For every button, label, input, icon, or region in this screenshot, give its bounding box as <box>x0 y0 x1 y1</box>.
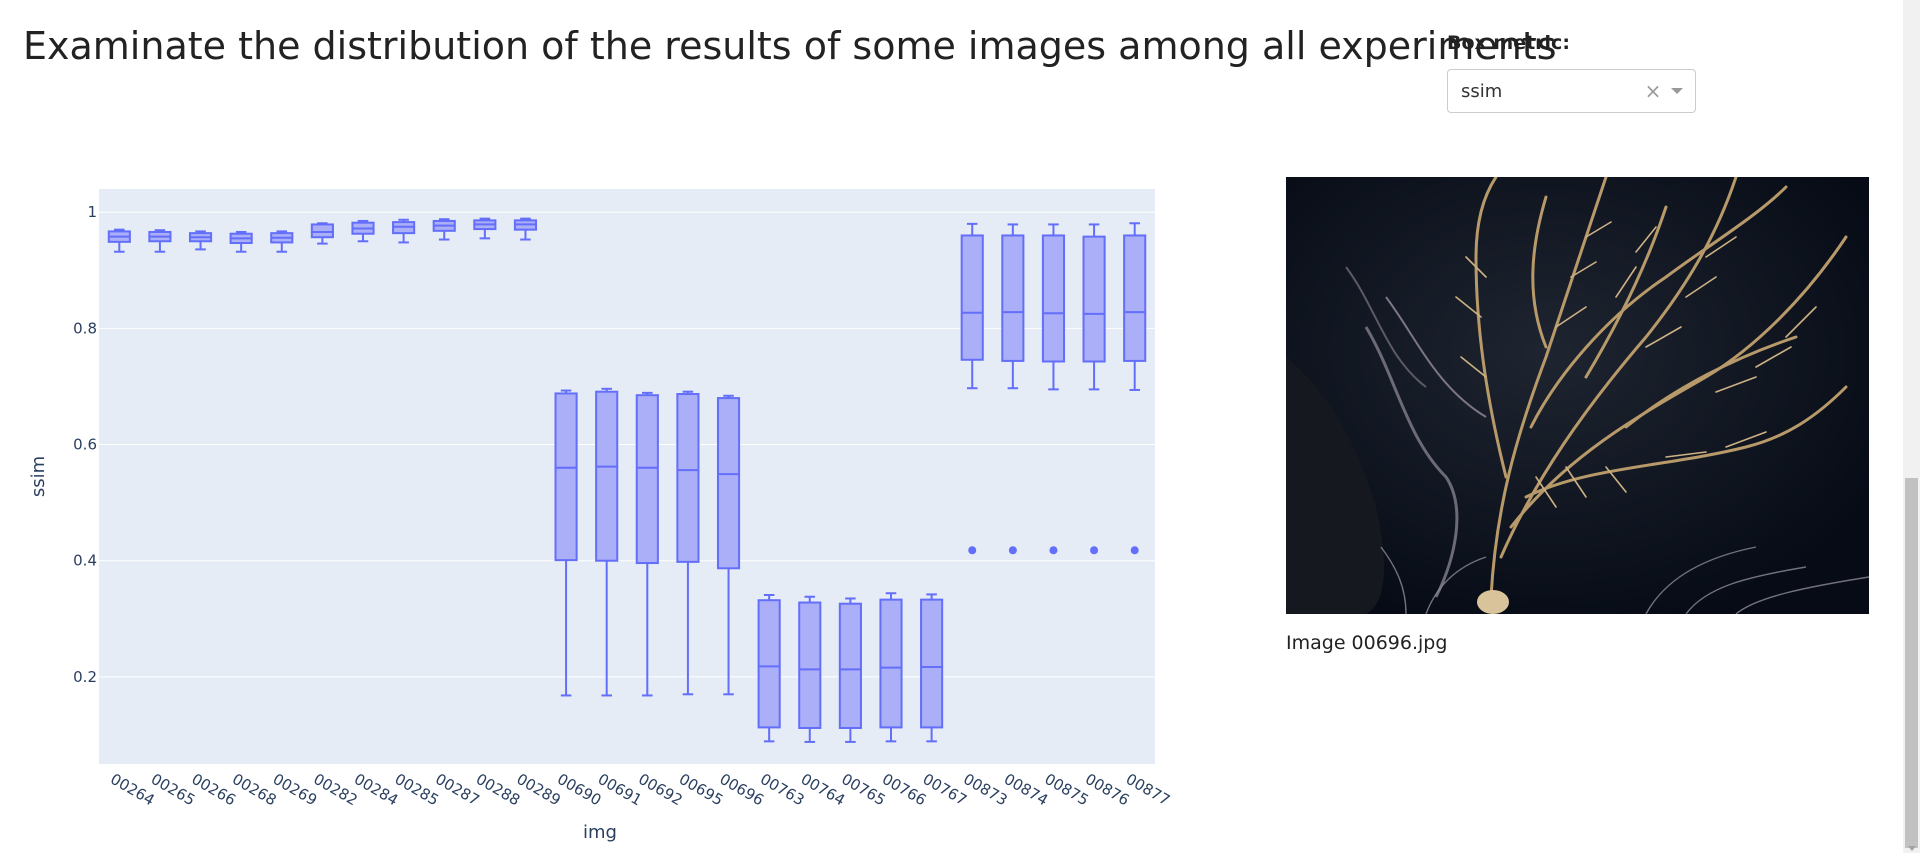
box-outlier-point[interactable] <box>1008 546 1017 555</box>
x-tick-label: 00873 <box>960 770 1010 809</box>
x-tick-label: 00690 <box>554 770 604 809</box>
x-tick-label: 00287 <box>432 770 482 809</box>
page-scrollbar[interactable] <box>1903 0 1920 853</box>
box-outlier-point[interactable] <box>1049 546 1058 555</box>
box-plot-chart[interactable]: 0.20.40.60.81002640026500266002680026900… <box>0 170 1200 853</box>
box-00690[interactable] <box>554 392 578 562</box>
x-tick-label: 00691 <box>595 770 645 809</box>
box-metric-dropdown[interactable]: ssim × <box>1447 69 1696 113</box>
box-00695[interactable] <box>676 393 700 563</box>
y-tick-label: 0.6 <box>73 436 97 454</box>
box-00874[interactable] <box>1001 234 1025 362</box>
x-tick-label: 00284 <box>351 770 401 809</box>
x-tick-label: 00268 <box>229 770 279 809</box>
x-tick-label: 00765 <box>838 770 888 809</box>
x-tick-label: 00264 <box>107 770 157 809</box>
box-00696[interactable] <box>716 397 741 570</box>
x-tick-label: 00767 <box>920 770 970 809</box>
box-metric-label: Box metric: <box>1447 32 1570 54</box>
x-tick-label: 00266 <box>189 770 239 809</box>
image-caption: Image 00696.jpg <box>1286 632 1448 654</box>
box-00691[interactable] <box>595 390 619 562</box>
x-tick-label: 00265 <box>148 770 198 809</box>
x-tick-label: 00874 <box>1001 770 1051 809</box>
box-00763[interactable] <box>757 599 781 729</box>
box-00767[interactable] <box>920 598 944 729</box>
box-outlier-point[interactable] <box>1090 546 1099 555</box>
chevron-down-icon[interactable] <box>1671 88 1683 94</box>
y-tick-label: 0.2 <box>73 668 97 686</box>
box-outlier-point[interactable] <box>1130 546 1139 555</box>
page-title: Examinate the distribution of the result… <box>23 24 1557 68</box>
plot-area <box>99 189 1155 764</box>
x-tick-label: 00763 <box>757 770 807 809</box>
clear-icon[interactable]: × <box>1644 79 1662 103</box>
box-00877[interactable] <box>1123 234 1147 362</box>
box-00766[interactable] <box>879 598 903 729</box>
x-tick-label: 00695 <box>676 770 726 809</box>
x-tick-label: 00877 <box>1123 770 1173 809</box>
box-00764[interactable] <box>798 601 822 729</box>
box-00876[interactable] <box>1082 235 1106 363</box>
x-tick-label: 00282 <box>310 770 360 809</box>
x-tick-label: 00875 <box>1041 770 1091 809</box>
x-tick-label: 00876 <box>1082 770 1132 809</box>
box-00875[interactable] <box>1041 234 1066 363</box>
x-tick-label: 00289 <box>513 770 563 809</box>
box-outlier-point[interactable] <box>968 546 977 555</box>
box-metric-selected-value: ssim <box>1461 80 1503 102</box>
x-axis-title: img <box>583 822 617 843</box>
scrollbar-thumb[interactable] <box>1905 478 1918 848</box>
x-tick-label: 00766 <box>879 770 929 809</box>
x-tick-label: 00764 <box>798 770 848 809</box>
box-00765[interactable] <box>838 602 862 729</box>
box-00692[interactable] <box>635 394 659 565</box>
y-tick-label: 0.8 <box>73 319 97 337</box>
x-tick-label: 00269 <box>270 770 320 809</box>
y-tick-label: 1 <box>87 203 97 221</box>
y-tick-label: 0.4 <box>73 552 97 570</box>
x-tick-label: 00285 <box>392 770 442 809</box>
box-00873[interactable] <box>960 234 984 361</box>
x-tick-label: 00288 <box>473 770 523 809</box>
scroll-down-icon[interactable] <box>1908 846 1916 851</box>
coral-image <box>1286 177 1869 614</box>
x-tick-label: 00692 <box>635 770 685 809</box>
y-axis-title: ssim <box>28 456 49 497</box>
x-tick-label: 00696 <box>717 770 767 809</box>
box-00282[interactable] <box>310 223 334 239</box>
